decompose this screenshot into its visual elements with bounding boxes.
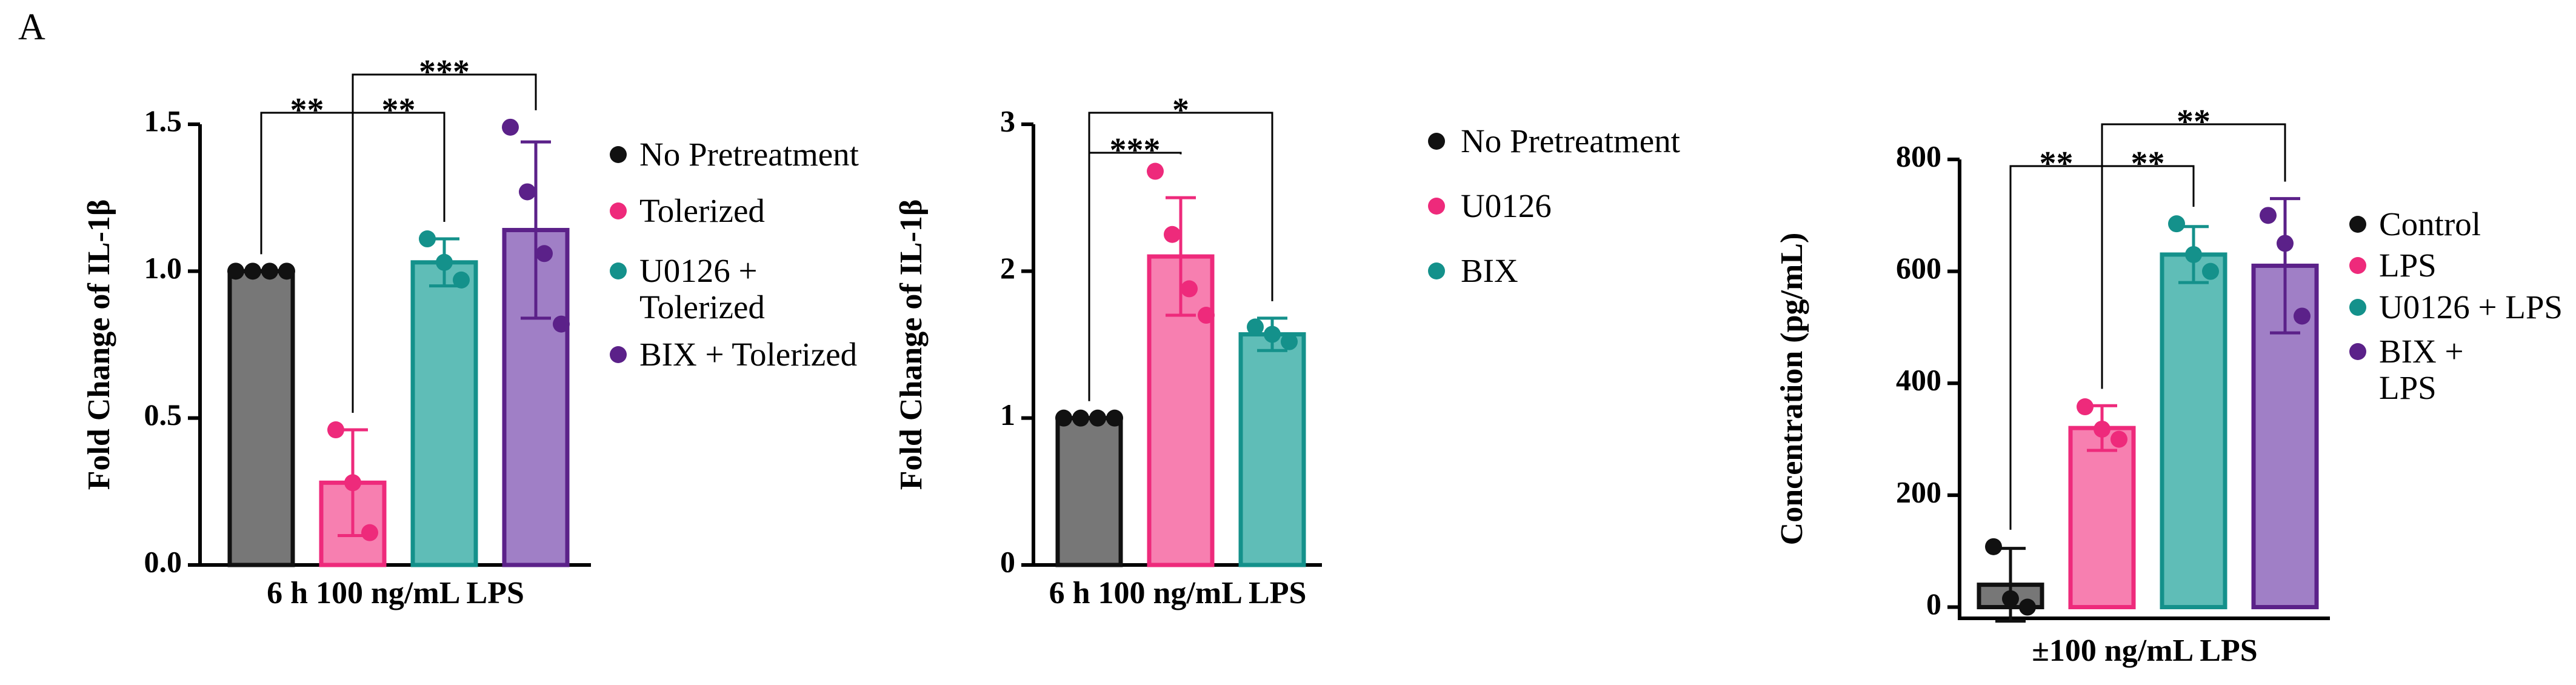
significance-label: ** — [382, 92, 416, 129]
legend-label: U0126 — [1461, 187, 1552, 224]
x-axis-label: ±100 ng/mL LPS — [2032, 633, 2257, 668]
data-point — [2019, 598, 2036, 616]
y-tick-label: 200 — [1896, 475, 1941, 509]
data-point — [2260, 207, 2277, 224]
legend-marker — [2349, 343, 2366, 360]
data-point — [344, 474, 361, 492]
legend-label: U0126 + Tolerized — [639, 252, 765, 326]
data-point — [2077, 398, 2094, 416]
y-axis-label: Concentration (pg/mL) — [1775, 233, 1809, 546]
data-point — [1164, 226, 1181, 243]
bar — [2068, 426, 2136, 610]
panel-label: A — [18, 7, 45, 48]
significance-label: * — [1172, 92, 1189, 129]
bar — [1055, 416, 1123, 567]
x-axis-label: 6 h 100 ng/mL LPS — [267, 576, 524, 610]
data-point — [1281, 333, 1298, 350]
data-point — [261, 262, 278, 280]
significance-label: *** — [1110, 132, 1161, 169]
legend-marker — [610, 202, 627, 219]
data-point — [2277, 235, 2294, 252]
data-point — [2111, 430, 2127, 448]
y-axis-label: Fold Change of IL-1β — [82, 199, 116, 490]
y-tick-label: 0 — [1926, 587, 1941, 621]
data-point — [327, 421, 344, 439]
legend-label: LPS — [2379, 247, 2437, 284]
data-point — [2202, 262, 2219, 280]
y-tick-label: 1.0 — [144, 251, 182, 285]
legend-marker — [610, 146, 627, 163]
legend-marker — [2349, 299, 2366, 316]
y-tick-label: 0.5 — [144, 398, 182, 432]
bar — [1238, 332, 1306, 567]
y-tick-label: 1 — [1000, 398, 1015, 432]
y-tick-label: 800 — [1896, 139, 1941, 173]
data-point — [2094, 420, 2111, 438]
legend-label: Control — [2379, 206, 2481, 242]
data-point — [1072, 409, 1089, 427]
legend-marker — [1428, 198, 1445, 215]
data-point — [1147, 162, 1164, 180]
legend-label: No Pretreatment — [1461, 122, 1680, 159]
data-point — [361, 524, 378, 541]
legend-label: Tolerized — [639, 192, 765, 229]
bar — [502, 227, 570, 567]
legend-label: BIX + LPS — [2379, 333, 2464, 406]
data-point — [244, 262, 261, 280]
significance-label: *** — [419, 53, 470, 91]
significance-bracket — [2101, 123, 2286, 389]
legend-label: U0126 + LPS — [2379, 289, 2563, 326]
data-point — [1106, 409, 1123, 427]
data-point — [553, 315, 570, 333]
data-point — [536, 245, 553, 262]
y-tick-label: 0 — [1000, 544, 1015, 578]
y-tick-label: 0.0 — [144, 544, 182, 578]
bar — [410, 260, 478, 567]
significance-label: ** — [2131, 145, 2165, 182]
y-tick-label: 1.5 — [144, 104, 182, 138]
legend-label: BIX + Tolerized — [639, 336, 858, 373]
data-point — [436, 253, 453, 271]
y-axis-label: Fold Change of IL-1β — [894, 199, 929, 490]
data-point — [1089, 409, 1106, 427]
legend-label: No Pretreatment — [639, 136, 859, 173]
legend-marker — [1428, 262, 1445, 279]
data-point — [2185, 246, 2202, 263]
significance-bracket — [352, 73, 537, 413]
significance-label: ** — [290, 92, 324, 129]
data-point — [1264, 326, 1281, 343]
data-point — [502, 118, 519, 136]
y-tick-label: 600 — [1896, 251, 1941, 285]
legend-marker — [1428, 133, 1445, 150]
data-point — [453, 271, 470, 289]
data-point — [1985, 538, 2002, 555]
significance-label: ** — [2177, 103, 2211, 141]
data-point — [1055, 409, 1072, 427]
legend-marker — [2349, 216, 2366, 233]
data-point — [2294, 307, 2311, 325]
legend-label: BIX — [1461, 252, 1518, 289]
y-tick-label: 2 — [1000, 251, 1015, 285]
x-axis-label: 6 h 100 ng/mL LPS — [1049, 576, 1307, 610]
data-point — [519, 183, 536, 201]
data-point — [278, 262, 295, 280]
bar — [227, 269, 295, 567]
y-tick-label: 3 — [1000, 104, 1015, 138]
data-point — [1181, 280, 1198, 298]
significance-bracket — [1088, 112, 1273, 401]
data-point — [2002, 590, 2019, 607]
data-point — [2168, 215, 2185, 233]
data-point — [227, 262, 244, 280]
legend-marker — [610, 262, 627, 279]
data-point — [1198, 307, 1215, 324]
legend-marker — [610, 346, 627, 363]
y-tick-label: 400 — [1896, 363, 1941, 397]
data-point — [1247, 318, 1264, 336]
legend-marker — [2349, 257, 2366, 274]
bar — [2160, 252, 2227, 610]
data-point — [419, 230, 436, 248]
significance-label: ** — [2040, 145, 2074, 182]
